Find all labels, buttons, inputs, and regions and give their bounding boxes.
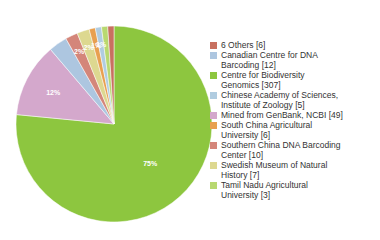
svg-text:75%: 75%	[143, 160, 158, 167]
svg-text:1%: 1%	[96, 41, 107, 48]
svg-text:12%: 12%	[46, 89, 61, 96]
html-text:Centre for Biodiversity Genomi: Centre for Biodiversity Genomics [307]	[221, 70, 305, 90]
html-text:Chinese Academy of Sciences, I: Chinese Academy of Sciences, Institute o…	[221, 90, 339, 110]
html-text:6 Others [6]: 6 Others [6]	[221, 40, 266, 50]
html-text:2%2%: 2%2%	[74, 44, 94, 56]
html-text:Swedish Museum of Natural Hist: Swedish Museum of Natural History [7]	[221, 160, 328, 180]
html-text:Mined from GenBank, NCBI [49]: Mined from GenBank, NCBI [49]	[221, 110, 343, 120]
html-text:Southern China DNA Barcoding C: Southern China DNA Barcoding Center [10]	[221, 140, 341, 160]
html-text:Canadian Centre for DNA Barcod: Canadian Centre for DNA Barcoding [12]	[221, 50, 318, 70]
html-text:South China Agricultural Unive: South China Agricultural University [6]	[221, 120, 313, 140]
html-text:Tamil Nadu Agricultural Univer: Tamil Nadu Agricultural University [3]	[221, 180, 308, 200]
